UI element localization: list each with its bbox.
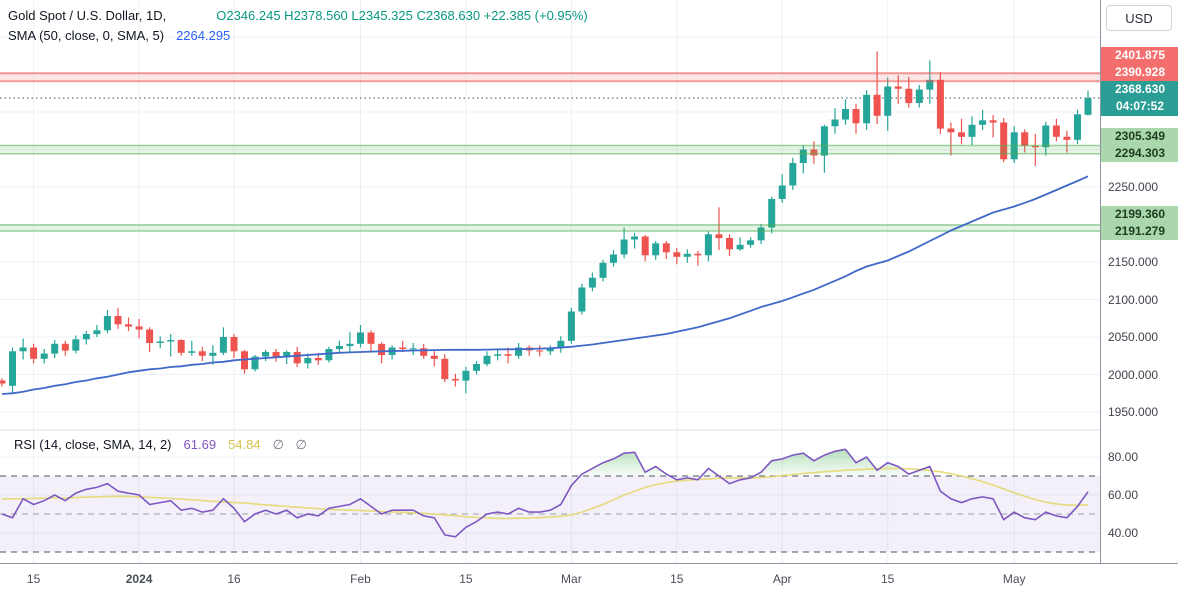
support-price-label[interactable]: 2294.303 [1101,145,1178,163]
rsi-extra-values: ∅ ∅ [272,437,311,452]
resistance-price-label[interactable]: 2390.928 [1101,63,1178,81]
resistance-price-label[interactable]: 2401.875 [1101,46,1178,64]
bar-countdown: 04:07:52 [1115,98,1165,113]
time-axis-label: May [1002,572,1026,586]
support-price-label[interactable]: 2305.349 [1101,128,1178,146]
price-tick-label: 2250.000 [1108,180,1159,194]
rsi-signal-value: 54.84 [228,437,261,452]
time-axis-label: 16 [227,572,241,586]
candlestick-chart[interactable] [0,0,1100,563]
support-price-label[interactable]: 2191.279 [1101,222,1178,240]
time-axis-label: Apr [772,572,792,586]
price-tick-label: 2000.000 [1108,367,1159,382]
last-price-label[interactable]: 2368.630 04:07:52 [1101,80,1178,116]
ohlc-values: O2346.245 H2378.560 L2345.325 C2368.630 … [216,8,588,23]
symbol-title[interactable]: Gold Spot / U.S. Dollar, 1D, [8,8,167,23]
support-price-label[interactable]: 2199.360 [1101,205,1178,223]
time-axis-label: 2024 [125,572,153,586]
time-axis-label: 15 [881,572,895,586]
sma-value: 2264.295 [176,28,231,43]
time-axis[interactable]: 15 2024 16 Feb 15 Mar 15 Apr 15 May [0,563,1178,596]
price-tick-label: 1950.000 [1108,405,1159,419]
price-tick-label: 2050.000 [1108,330,1159,344]
price-tick-label: 2150.000 [1108,255,1159,269]
rsi-value: 61.69 [183,437,217,452]
sma-indicator-label[interactable]: SMA (50, close, 0, SMA, 5) [8,28,165,43]
symbol-legend: Gold Spot / U.S. Dollar, 1D, O2346.245 H… [8,6,588,45]
time-axis-label: Mar [561,572,582,586]
time-axis-label: Feb [350,572,371,586]
rsi-tick-label: 80.00 [1108,450,1139,464]
price-tick-label: 2100.000 [1108,292,1159,307]
rsi-indicator-label[interactable]: RSI (14, close, SMA, 14, 2) [14,437,172,452]
price-scale[interactable]: USD 2250.000 2150.000 2100.000 2050.000 2000… [1100,0,1178,563]
rsi-tick-label: 60.00 [1108,488,1139,502]
time-axis-label: 15 [459,572,473,586]
time-axis-label: 15 [670,572,684,586]
rsi-legend: RSI (14, close, SMA, 14, 2) 61.69 54.84 … [14,437,311,453]
time-axis-label: 15 [26,572,41,586]
currency-toggle-button[interactable]: USD [1106,5,1172,31]
rsi-tick-label: 40.00 [1108,526,1139,540]
